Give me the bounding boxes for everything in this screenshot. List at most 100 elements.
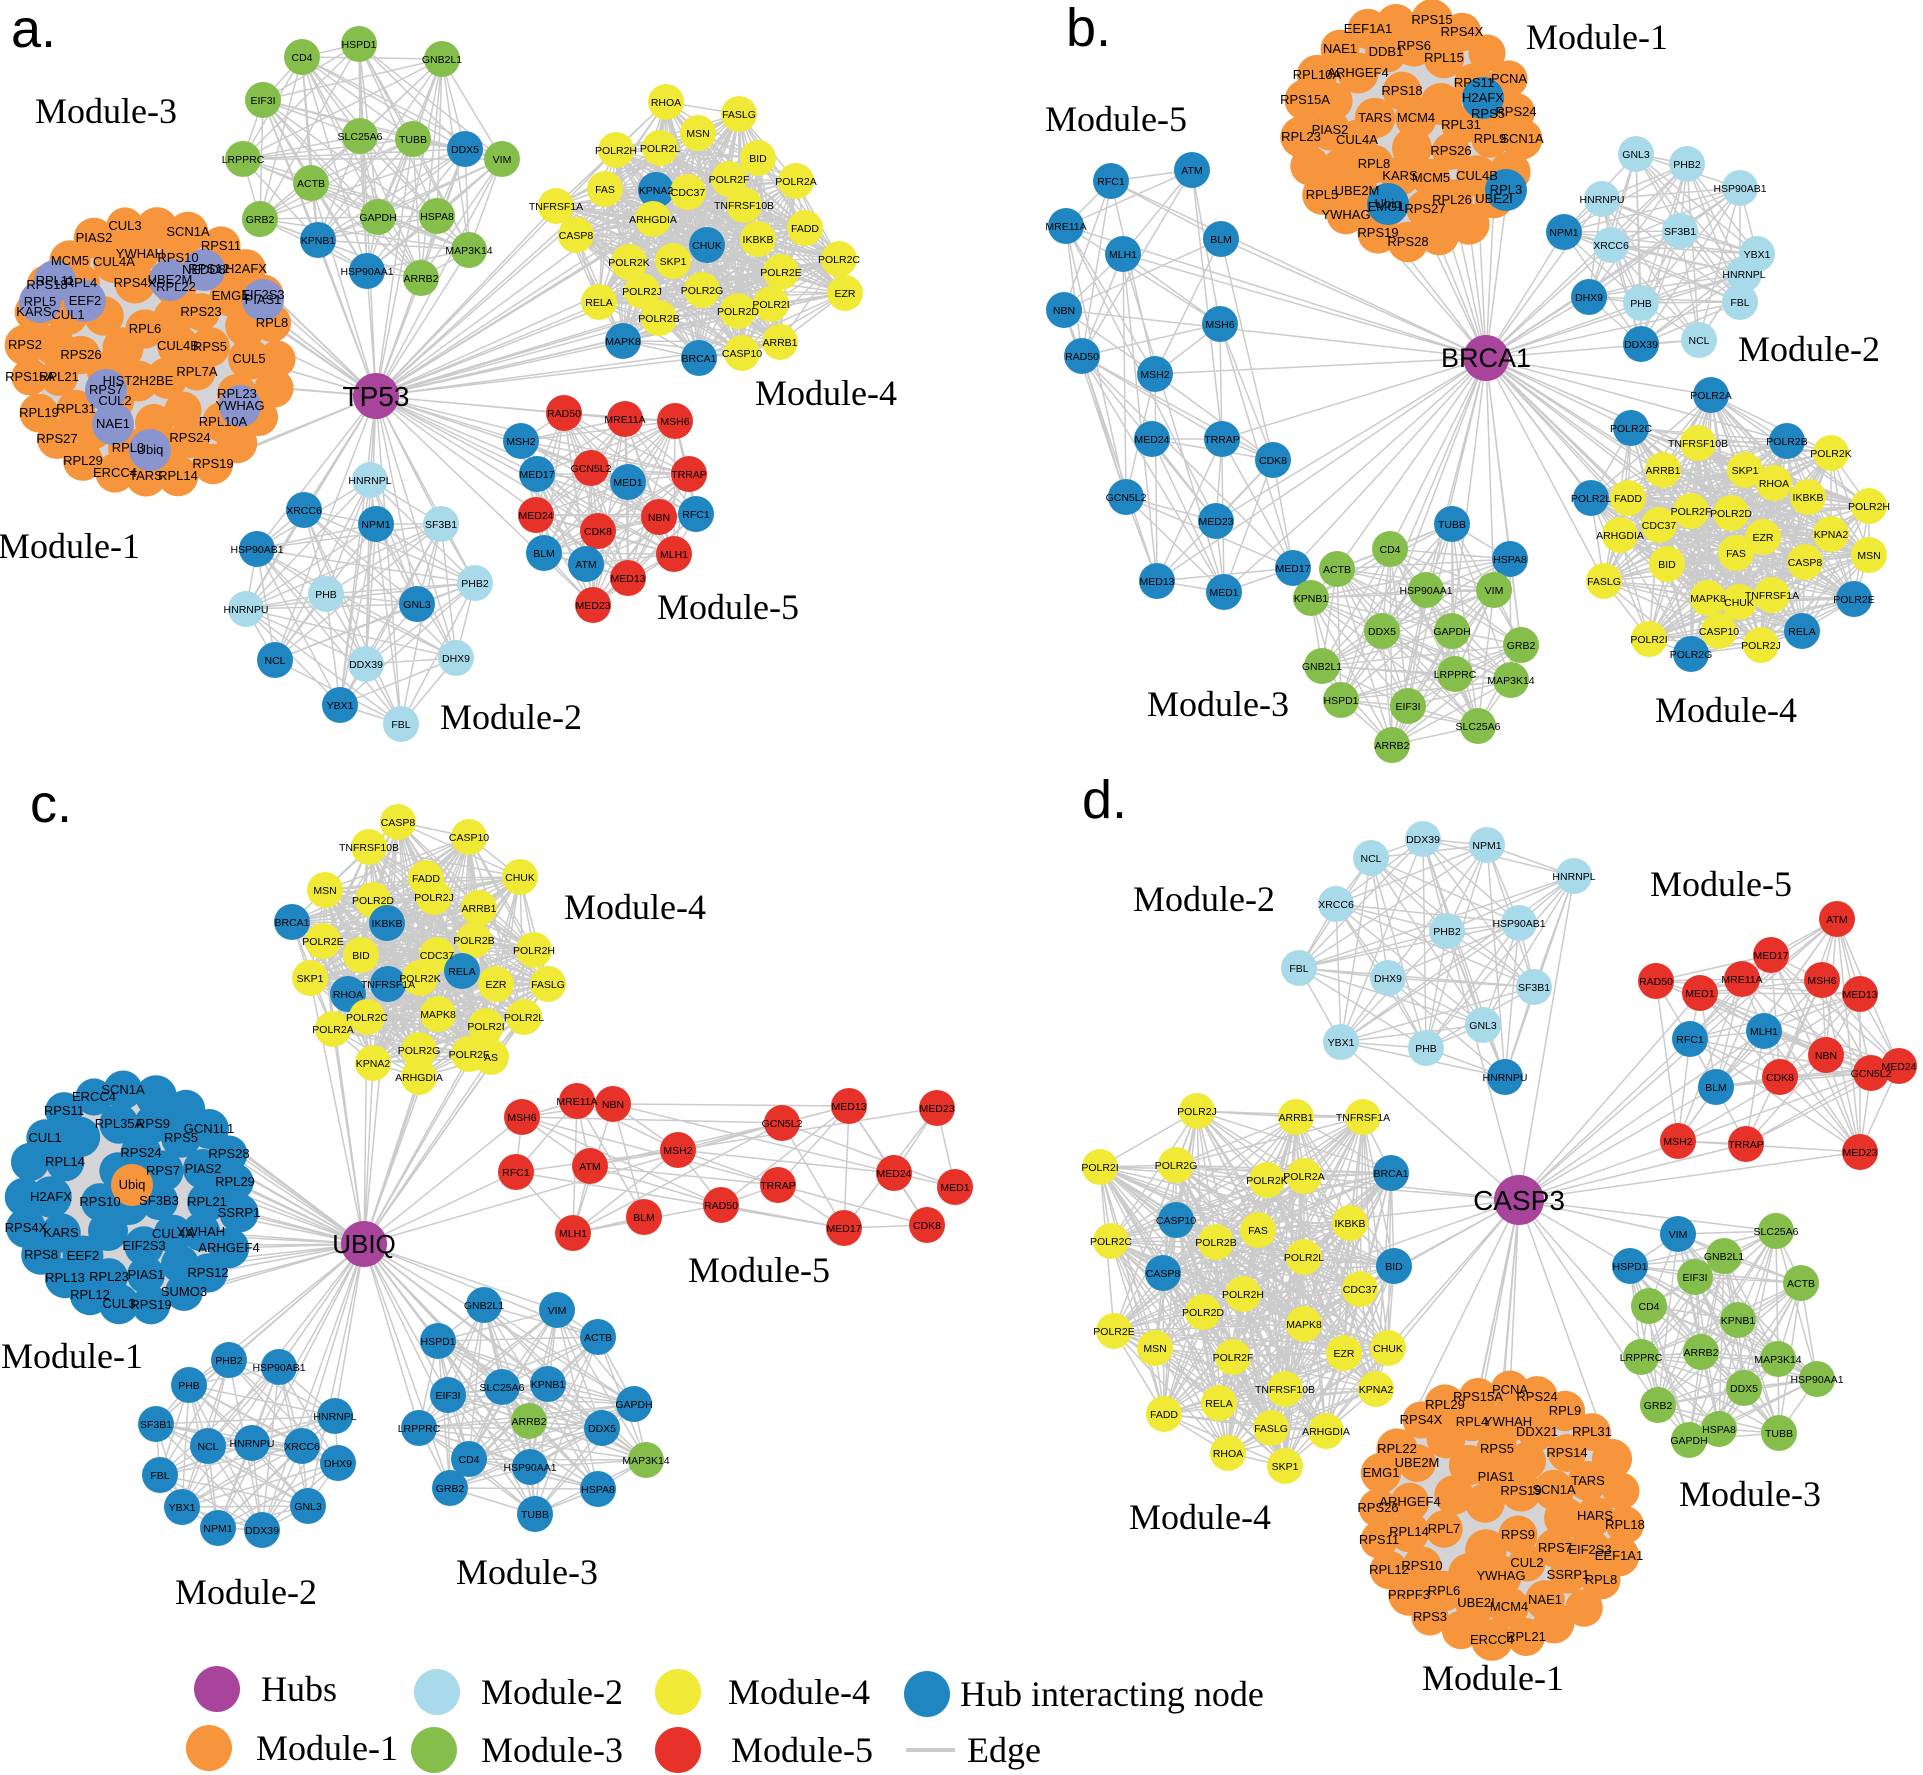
svg-text:EZR: EZR <box>835 288 856 300</box>
svg-text:RPL22: RPL22 <box>1377 1441 1417 1456</box>
svg-text:POLR2G: POLR2G <box>1155 1160 1198 1172</box>
svg-text:POLR2I: POLR2I <box>467 1021 504 1033</box>
svg-text:GNB2L1: GNB2L1 <box>1302 661 1342 673</box>
svg-text:CDK8: CDK8 <box>1259 455 1287 467</box>
svg-text:EIF3I: EIF3I <box>250 95 275 107</box>
svg-text:FADD: FADD <box>412 873 440 885</box>
svg-text:CASP10: CASP10 <box>1699 626 1739 638</box>
svg-text:NBN: NBN <box>648 512 670 524</box>
svg-text:CASP8: CASP8 <box>1146 1268 1181 1280</box>
svg-text:POLR2I: POLR2I <box>752 299 789 311</box>
svg-text:RELA: RELA <box>448 966 475 978</box>
svg-text:XRCC6: XRCC6 <box>286 505 322 517</box>
svg-text:GAPDH: GAPDH <box>359 212 396 224</box>
svg-text:SKP1: SKP1 <box>1732 465 1759 477</box>
svg-text:DHX9: DHX9 <box>1374 973 1402 985</box>
svg-text:GRB2: GRB2 <box>1507 640 1536 652</box>
svg-text:MSH6: MSH6 <box>660 416 689 428</box>
svg-text:GRB2: GRB2 <box>436 1483 465 1495</box>
svg-text:FASLG: FASLG <box>722 109 756 121</box>
svg-text:PHB2: PHB2 <box>1673 159 1701 171</box>
svg-text:FBL: FBL <box>150 1470 169 1482</box>
svg-text:HSPA8: HSPA8 <box>420 211 454 223</box>
svg-text:MED24: MED24 <box>518 510 553 522</box>
svg-text:BID: BID <box>1658 559 1676 571</box>
svg-text:PIAS1: PIAS1 <box>245 292 282 307</box>
svg-text:POLR2J: POLR2J <box>414 892 454 904</box>
svg-text:Module-2: Module-2 <box>1133 879 1275 919</box>
svg-text:MAP3K14: MAP3K14 <box>622 1455 669 1467</box>
svg-text:GRB2: GRB2 <box>1644 1400 1673 1412</box>
svg-text:BRCA1: BRCA1 <box>274 917 309 929</box>
svg-text:TNFRSF10B: TNFRSF10B <box>714 200 774 212</box>
svg-text:HIST2H2BE: HIST2H2BE <box>103 373 174 388</box>
svg-text:PIAS2: PIAS2 <box>1312 122 1349 137</box>
svg-text:POLR2H: POLR2H <box>513 945 555 957</box>
svg-text:EMG1: EMG1 <box>1363 1465 1400 1480</box>
svg-text:MED24: MED24 <box>1881 1061 1916 1073</box>
svg-text:ACTB: ACTB <box>584 1332 612 1344</box>
svg-text:KPNB1: KPNB1 <box>1721 1315 1756 1327</box>
svg-text:MSH2: MSH2 <box>663 1145 692 1157</box>
svg-text:HARS: HARS <box>1577 1508 1613 1523</box>
svg-text:RPS5: RPS5 <box>1480 1441 1514 1456</box>
svg-text:RHOA: RHOA <box>1759 478 1789 490</box>
svg-text:RPL23: RPL23 <box>1281 129 1321 144</box>
svg-text:RPS9: RPS9 <box>1501 1527 1535 1542</box>
svg-text:TNFRSF1A: TNFRSF1A <box>1336 1112 1390 1124</box>
svg-text:FBL: FBL <box>1730 297 1749 309</box>
svg-text:Module-5: Module-5 <box>688 1250 830 1290</box>
svg-text:EMG1: EMG1 <box>212 288 249 303</box>
svg-text:RELA: RELA <box>1205 1398 1232 1410</box>
svg-text:HSP90AB1: HSP90AB1 <box>230 544 283 556</box>
svg-text:RHOA: RHOA <box>651 97 681 109</box>
svg-text:FASLG: FASLG <box>1587 576 1621 588</box>
svg-text:RPL8: RPL8 <box>1358 156 1391 171</box>
svg-text:RPS27: RPS27 <box>36 431 77 446</box>
svg-text:KPNB1: KPNB1 <box>301 235 336 247</box>
svg-text:RPS24: RPS24 <box>1516 1389 1557 1404</box>
svg-text:YWHAG: YWHAG <box>1321 207 1370 222</box>
svg-text:HSPD1: HSPD1 <box>420 1336 455 1348</box>
svg-text:POLR2L: POLR2L <box>1284 1252 1324 1264</box>
svg-text:MED23: MED23 <box>1198 516 1233 528</box>
svg-text:MRE11A: MRE11A <box>556 1096 597 1108</box>
svg-text:RAD50: RAD50 <box>547 408 581 420</box>
svg-text:ARRB1: ARRB1 <box>1278 1112 1313 1124</box>
svg-text:TUBB: TUBB <box>1438 519 1466 531</box>
svg-text:FAS: FAS <box>1726 548 1746 560</box>
svg-text:CUL4B: CUL4B <box>1456 168 1498 183</box>
svg-text:PHB: PHB <box>1630 298 1652 310</box>
svg-text:RFC1: RFC1 <box>502 1167 530 1179</box>
svg-text:MSN: MSN <box>1857 550 1880 562</box>
svg-text:ARRB2: ARRB2 <box>1683 1347 1718 1359</box>
svg-text:SCN1A: SCN1A <box>101 1082 145 1097</box>
svg-text:UBE2I: UBE2I <box>1475 191 1513 206</box>
svg-text:RPL9: RPL9 <box>1474 131 1507 146</box>
svg-text:POLR2B: POLR2B <box>638 313 679 325</box>
svg-text:EIF3I: EIF3I <box>435 1390 460 1402</box>
svg-text:POLR2C: POLR2C <box>818 254 860 266</box>
svg-text:TNFRSF1A: TNFRSF1A <box>529 201 583 213</box>
svg-text:Ubiq: Ubiq <box>1375 196 1402 211</box>
svg-text:ARRB1: ARRB1 <box>1645 465 1680 477</box>
svg-text:FBL: FBL <box>1289 963 1308 975</box>
svg-text:Module-3: Module-3 <box>1679 1474 1821 1514</box>
svg-text:MCM5: MCM5 <box>51 253 89 268</box>
svg-text:RPL8: RPL8 <box>256 315 289 330</box>
svg-text:RAD50: RAD50 <box>704 1200 738 1212</box>
svg-text:RFC1: RFC1 <box>682 509 710 521</box>
svg-text:RPS18: RPS18 <box>1381 83 1422 98</box>
svg-text:RPS4X: RPS4X <box>114 275 157 290</box>
svg-text:MED13: MED13 <box>610 573 645 585</box>
svg-text:PIAS2: PIAS2 <box>76 230 113 245</box>
svg-text:MAPK8: MAPK8 <box>605 336 641 348</box>
svg-text:HSPD1: HSPD1 <box>1612 1261 1647 1273</box>
svg-text:BRCA1: BRCA1 <box>1373 1168 1408 1180</box>
svg-text:RPS4X: RPS4X <box>1441 24 1484 39</box>
svg-text:GAPDH: GAPDH <box>1433 626 1470 638</box>
svg-text:POLR2C: POLR2C <box>1610 423 1652 435</box>
svg-text:RAD50: RAD50 <box>1639 976 1673 988</box>
svg-text:RAD50: RAD50 <box>1065 351 1099 363</box>
svg-text:EEF2: EEF2 <box>69 293 102 308</box>
